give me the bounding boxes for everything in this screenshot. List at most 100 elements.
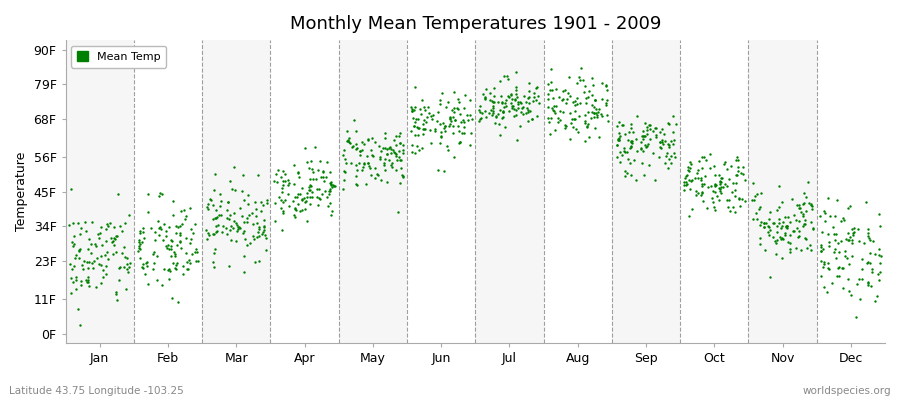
Point	[834, 265, 849, 271]
Point	[578, 120, 592, 126]
Point	[302, 187, 316, 193]
Point	[360, 153, 374, 159]
Point	[212, 190, 227, 197]
Point	[120, 254, 134, 261]
Point	[292, 169, 306, 175]
Point	[624, 142, 638, 149]
Point	[804, 202, 818, 208]
Point	[215, 229, 230, 236]
Point	[831, 265, 845, 271]
Point	[275, 182, 290, 189]
Point	[774, 236, 788, 242]
Point	[173, 230, 187, 237]
Point	[565, 98, 580, 105]
Point	[585, 102, 599, 108]
Point	[613, 132, 627, 139]
Point	[817, 218, 832, 224]
Point	[251, 228, 266, 235]
Point	[464, 116, 479, 122]
Point	[405, 142, 419, 148]
Point	[373, 154, 387, 160]
Point	[729, 157, 743, 163]
Point	[239, 219, 254, 226]
Point	[598, 82, 613, 88]
Point	[235, 188, 249, 194]
Point	[695, 181, 709, 187]
Point	[120, 261, 134, 268]
Point	[111, 190, 125, 197]
Point	[473, 109, 488, 115]
Point	[302, 183, 317, 190]
Point	[725, 188, 740, 195]
Point	[689, 192, 704, 198]
Point	[299, 198, 313, 204]
Point	[370, 170, 384, 177]
Point	[342, 138, 356, 145]
Point	[237, 253, 251, 259]
Point	[162, 266, 176, 272]
Point	[230, 226, 245, 232]
Point	[109, 291, 123, 297]
Point	[525, 116, 539, 122]
Point	[169, 241, 184, 248]
Point	[381, 151, 395, 157]
Point	[549, 103, 563, 109]
Point	[684, 177, 698, 183]
Legend: Mean Temp: Mean Temp	[71, 46, 166, 68]
Point	[677, 182, 691, 189]
Point	[312, 195, 327, 202]
Point	[64, 290, 78, 296]
Point	[787, 227, 801, 234]
Point	[496, 109, 510, 115]
Point	[224, 237, 238, 243]
Point	[545, 94, 560, 101]
Point	[441, 147, 455, 153]
Point	[346, 144, 360, 150]
Point	[648, 125, 662, 131]
Point	[446, 89, 461, 96]
Point	[522, 88, 536, 94]
Point	[612, 136, 626, 143]
Point	[308, 144, 322, 150]
Point	[338, 169, 352, 175]
Point	[556, 95, 571, 102]
Point	[821, 231, 835, 238]
Point	[133, 228, 148, 234]
Point	[241, 212, 256, 219]
Point	[662, 120, 676, 127]
Point	[392, 208, 406, 215]
Point	[349, 182, 364, 188]
Point	[68, 252, 83, 259]
Point	[609, 142, 624, 148]
Point	[516, 104, 530, 110]
Point	[830, 273, 844, 280]
Point	[553, 108, 567, 114]
Point	[510, 104, 525, 111]
Point	[417, 103, 431, 110]
Point	[294, 185, 309, 191]
Point	[416, 131, 430, 137]
Point	[277, 178, 292, 184]
Point	[136, 265, 150, 271]
Point	[518, 110, 533, 116]
Point	[871, 271, 886, 277]
Point	[180, 266, 194, 272]
Point	[478, 94, 492, 100]
Point	[302, 200, 317, 207]
Point	[255, 231, 269, 237]
Point	[694, 174, 708, 181]
Point	[778, 214, 792, 220]
Point	[641, 140, 655, 147]
Point	[282, 203, 296, 209]
Point	[544, 79, 558, 86]
Point	[324, 182, 338, 188]
Point	[696, 198, 710, 204]
Point	[339, 138, 354, 144]
Point	[461, 117, 475, 123]
Point	[372, 142, 386, 149]
Point	[792, 204, 806, 211]
Point	[783, 249, 797, 256]
Point	[486, 105, 500, 111]
Point	[446, 123, 460, 129]
Point	[209, 206, 223, 213]
